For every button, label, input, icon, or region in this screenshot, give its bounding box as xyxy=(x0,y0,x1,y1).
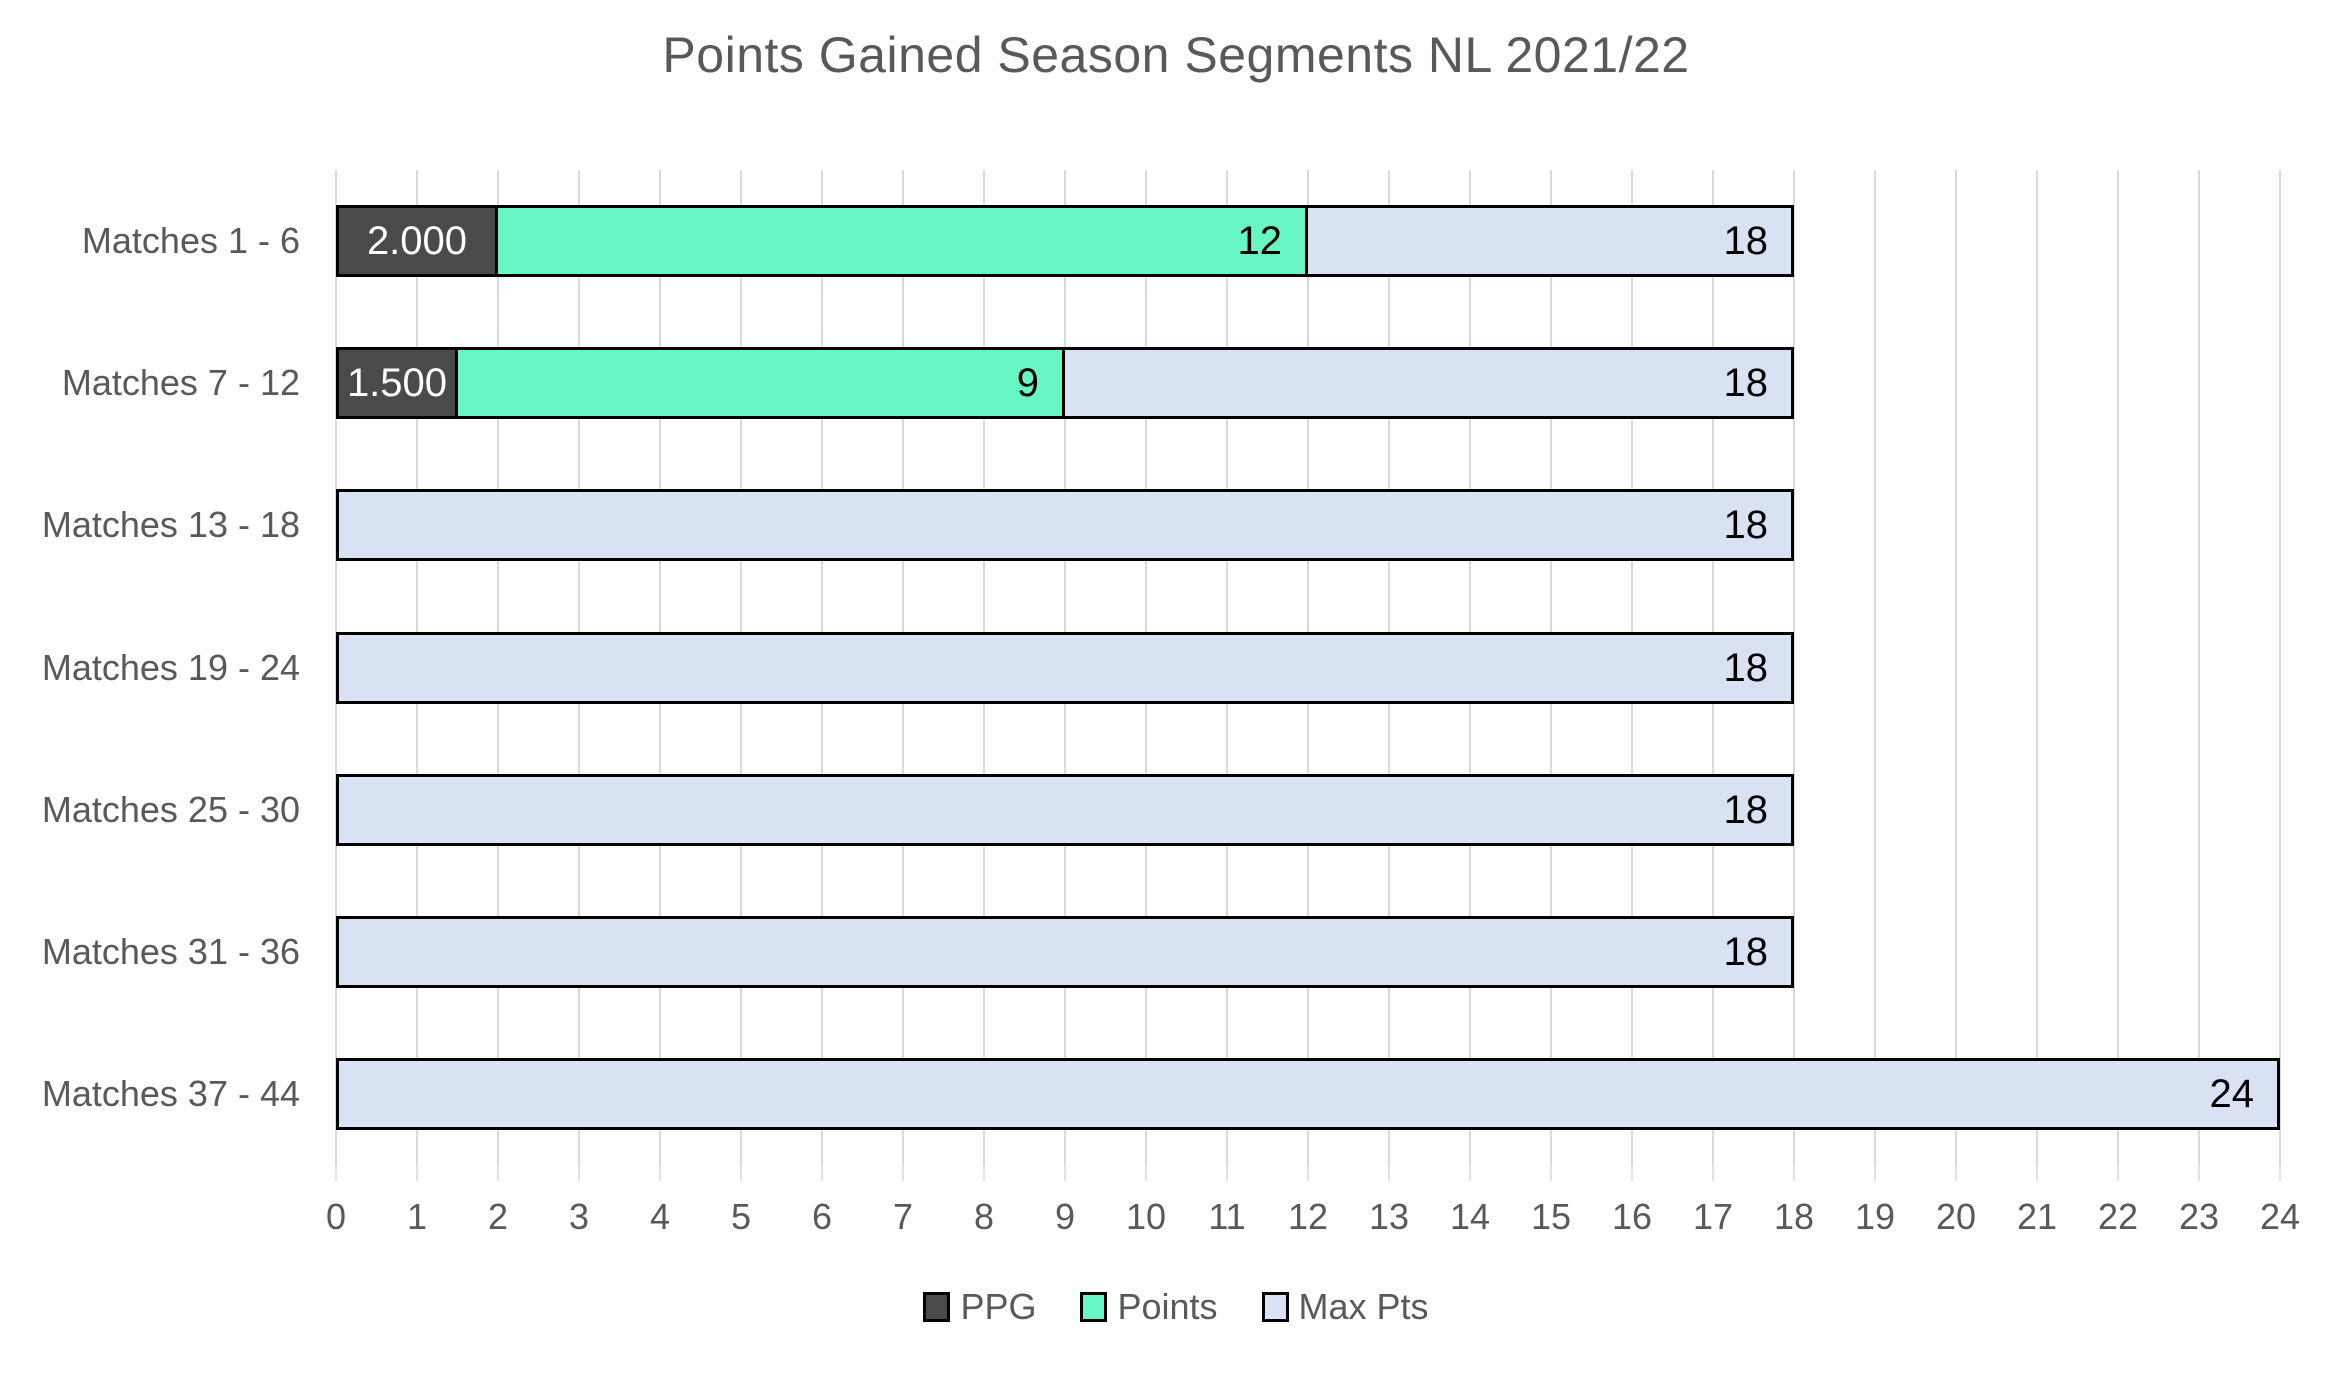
axis-tick-6 xyxy=(821,1165,823,1181)
axis-tick-24 xyxy=(2279,1165,2281,1181)
x-axis-label-13: 13 xyxy=(1368,1196,1410,1237)
data-label-max-pts-row5: 18 xyxy=(1723,787,1769,832)
x-axis-label-16: 16 xyxy=(1611,1196,1653,1237)
gridline-18 xyxy=(1793,170,1795,1165)
x-axis-label-4: 4 xyxy=(649,1196,671,1237)
axis-tick-7 xyxy=(902,1165,904,1181)
legend-item-ppg: PPG xyxy=(923,1286,1036,1328)
bar-max-pts-row7 xyxy=(336,1058,2280,1130)
x-axis-label-9: 9 xyxy=(1054,1196,1076,1237)
x-axis-label-11: 11 xyxy=(1208,1196,1246,1237)
category-label-row7: Matches 37 - 44 xyxy=(41,1073,300,1114)
axis-tick-9 xyxy=(1064,1165,1066,1181)
axis-tick-18 xyxy=(1793,1165,1795,1181)
axis-tick-4 xyxy=(659,1165,661,1181)
x-axis-label-12: 12 xyxy=(1287,1196,1329,1237)
data-label-max-pts-row7: 24 xyxy=(2209,1071,2255,1116)
x-axis-label-1: 1 xyxy=(406,1196,428,1237)
x-axis-label-19: 19 xyxy=(1854,1196,1896,1237)
axis-tick-2 xyxy=(497,1165,499,1181)
bar-ppg-row2 xyxy=(336,347,458,419)
data-label-max-pts-row4: 18 xyxy=(1723,645,1769,690)
axis-tick-19 xyxy=(1874,1165,1876,1181)
bar-max-pts-row6 xyxy=(336,916,1794,988)
bar-max-pts-row5 xyxy=(336,774,1794,846)
bar-max-pts-row4 xyxy=(336,632,1794,704)
gridline-24 xyxy=(2279,170,2281,1165)
data-label-points-row1: 12 xyxy=(1237,218,1283,263)
x-axis-label-10: 10 xyxy=(1125,1196,1167,1237)
gridline-21 xyxy=(2036,170,2038,1165)
x-axis-label-5: 5 xyxy=(730,1196,752,1237)
axis-tick-10 xyxy=(1145,1165,1147,1181)
axis-tick-13 xyxy=(1388,1165,1390,1181)
bar-points-row1 xyxy=(336,205,1308,277)
x-axis-label-23: 23 xyxy=(2178,1196,2220,1237)
axis-tick-23 xyxy=(2198,1165,2200,1181)
bar-max-pts-row3 xyxy=(336,489,1794,561)
x-axis-label-0: 0 xyxy=(325,1196,347,1237)
axis-tick-1 xyxy=(416,1165,418,1181)
x-axis-label-6: 6 xyxy=(811,1196,833,1237)
axis-tick-8 xyxy=(983,1165,985,1181)
chart-title: Points Gained Season Segments NL 2021/22 xyxy=(662,27,1690,83)
axis-tick-22 xyxy=(2117,1165,2119,1181)
x-axis-label-14: 14 xyxy=(1449,1196,1491,1237)
axis-tick-12 xyxy=(1307,1165,1309,1181)
x-axis-label-24: 24 xyxy=(2259,1196,2301,1237)
data-label-max-pts-row2: 18 xyxy=(1723,360,1769,405)
axis-tick-11 xyxy=(1226,1165,1228,1181)
gridline-23 xyxy=(2198,170,2200,1165)
axis-tick-15 xyxy=(1550,1165,1552,1181)
category-label-row5: Matches 25 - 30 xyxy=(41,789,300,830)
category-label-row6: Matches 31 - 36 xyxy=(41,931,300,972)
legend-item-points: Points xyxy=(1080,1286,1218,1328)
data-label-max-pts-row1: 18 xyxy=(1723,218,1769,263)
x-axis-label-22: 22 xyxy=(2097,1196,2139,1237)
x-axis-label-8: 8 xyxy=(973,1196,995,1237)
x-axis-label-7: 7 xyxy=(892,1196,914,1237)
category-label-row3: Matches 13 - 18 xyxy=(41,504,300,545)
legend: PPG Points Max Pts xyxy=(0,1286,2352,1328)
x-axis-label-20: 20 xyxy=(1935,1196,1977,1237)
x-axis-label-2: 2 xyxy=(487,1196,509,1237)
axis-tick-3 xyxy=(578,1165,580,1181)
axis-tick-16 xyxy=(1631,1165,1633,1181)
bar-ppg-row1 xyxy=(336,205,498,277)
category-label-row1: Matches 1 - 6 xyxy=(81,220,300,261)
x-axis-label-15: 15 xyxy=(1530,1196,1572,1237)
x-axis-label-18: 18 xyxy=(1773,1196,1815,1237)
axis-tick-21 xyxy=(2036,1165,2038,1181)
data-label-ppg-row1: 2.000 xyxy=(366,218,468,263)
gridline-22 xyxy=(2117,170,2119,1165)
x-axis-label-17: 17 xyxy=(1692,1196,1734,1237)
category-label-row2: Matches 7 - 12 xyxy=(61,362,300,403)
legend-label-ppg: PPG xyxy=(960,1286,1037,1327)
axis-tick-20 xyxy=(1955,1165,1957,1181)
axis-tick-17 xyxy=(1712,1165,1714,1181)
axis-tick-14 xyxy=(1469,1165,1471,1181)
data-label-max-pts-row3: 18 xyxy=(1723,502,1769,547)
legend-swatch-ppg xyxy=(923,1292,951,1322)
legend-item-max-pts: Max Pts xyxy=(1261,1286,1429,1328)
legend-swatch-points xyxy=(1080,1292,1108,1322)
x-axis-label-3: 3 xyxy=(568,1196,590,1237)
gridline-19 xyxy=(1874,170,1876,1165)
category-label-row4: Matches 19 - 24 xyxy=(41,647,300,688)
axis-tick-5 xyxy=(740,1165,742,1181)
axis-tick-0 xyxy=(335,1165,337,1181)
data-label-ppg-row2: 1.500 xyxy=(346,360,448,405)
x-axis-label-21: 21 xyxy=(2016,1196,2058,1237)
data-label-points-row2: 9 xyxy=(1016,360,1039,405)
legend-label-points: Points xyxy=(1117,1286,1218,1327)
legend-swatch-max-pts xyxy=(1261,1292,1289,1322)
legend-label-max-pts: Max Pts xyxy=(1298,1286,1429,1327)
data-label-max-pts-row6: 18 xyxy=(1723,929,1769,974)
gridline-20 xyxy=(1955,170,1957,1165)
